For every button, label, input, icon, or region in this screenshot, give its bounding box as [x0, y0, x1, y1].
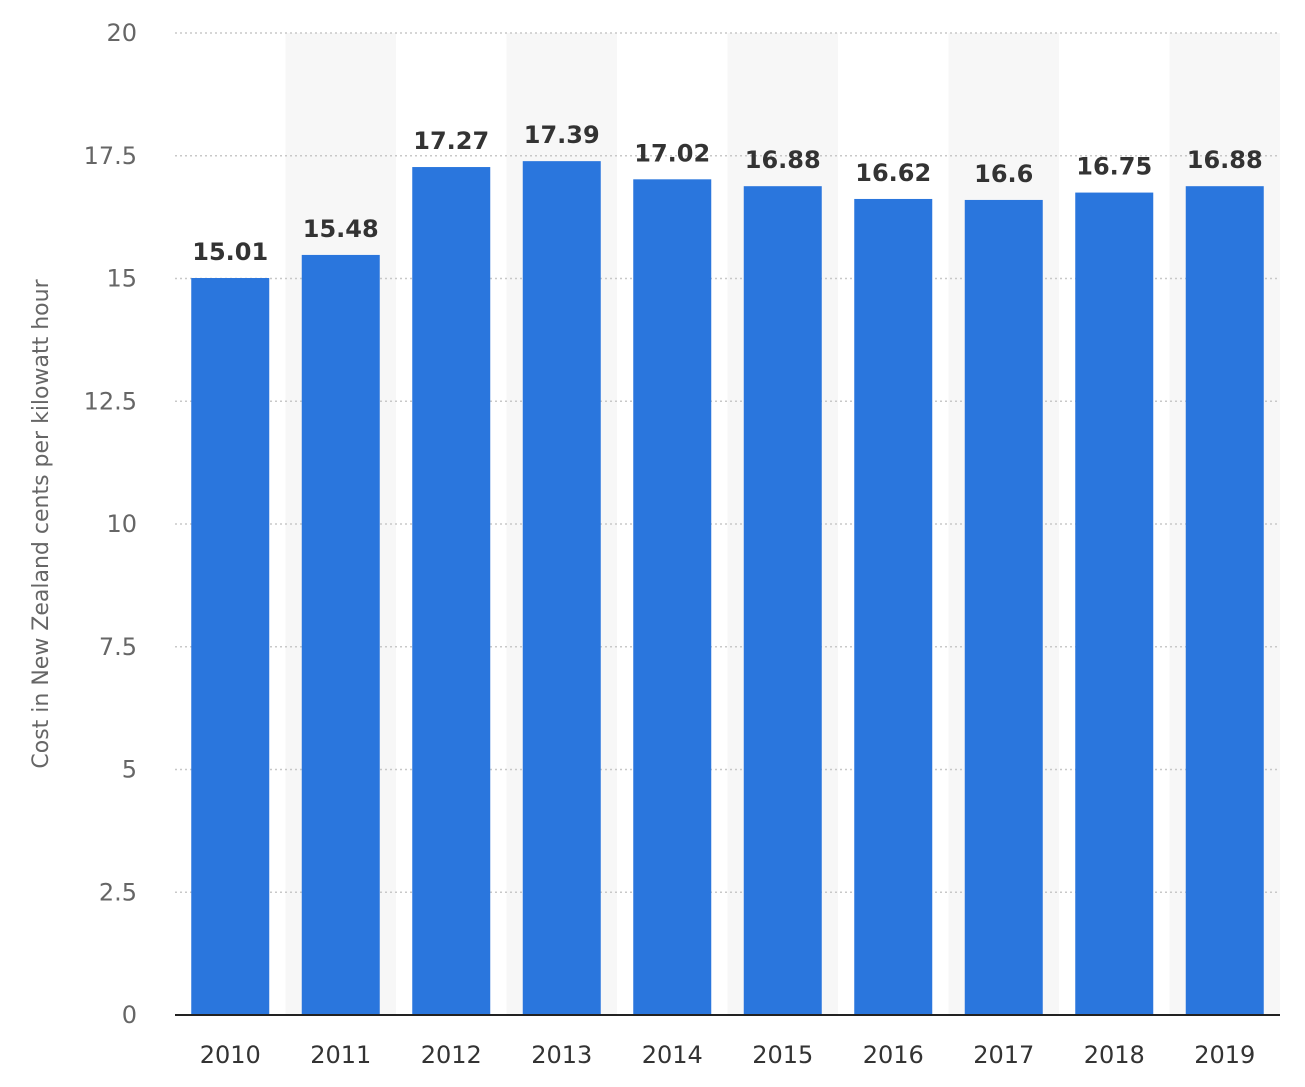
x-tick-label-2015: 2015	[752, 1041, 813, 1069]
data-label-2018: 16.75	[1076, 153, 1152, 181]
y-tick-label: 20	[106, 19, 137, 47]
x-tick-label-2019: 2019	[1194, 1041, 1255, 1069]
data-label-2019: 16.88	[1187, 146, 1263, 174]
x-tick-label-2011: 2011	[310, 1041, 371, 1069]
bar-2010[interactable]	[191, 278, 270, 1015]
data-label-2017: 16.6	[974, 160, 1033, 188]
y-axis-title: Cost in New Zealand cents per kilowatt h…	[29, 278, 54, 768]
bar-2016[interactable]	[854, 198, 933, 1015]
x-tick-label-2014: 2014	[642, 1041, 703, 1069]
x-axis-ticks: 2010 2011 2012 2013 2014 2015 2016 2017 2018 2019	[200, 1041, 1256, 1069]
y-tick-label: 15	[106, 265, 137, 293]
data-label-2011: 15.48	[303, 215, 379, 243]
bar-2019[interactable]	[1185, 186, 1264, 1015]
x-tick-label-2010: 2010	[200, 1041, 261, 1069]
x-tick-label-2018: 2018	[1084, 1041, 1145, 1069]
y-tick-label: 10	[106, 510, 137, 538]
y-tick-label: 7.5	[99, 633, 137, 661]
bar-2014[interactable]	[633, 179, 712, 1015]
y-tick-label: 17.5	[84, 142, 137, 170]
y-tick-label: 12.5	[84, 387, 137, 415]
x-tick-label-2017: 2017	[973, 1041, 1034, 1069]
bar-2018[interactable]	[1075, 192, 1154, 1015]
bar-2017[interactable]	[964, 199, 1043, 1015]
data-label-2010: 15.01	[192, 238, 268, 266]
y-tick-label: 2.5	[99, 878, 137, 906]
data-label-2014: 17.02	[634, 139, 710, 167]
x-tick-label-2012: 2012	[421, 1041, 482, 1069]
data-label-2016: 16.62	[855, 159, 931, 187]
data-labels: 15.01 15.48 17.27 17.39 17.02 16.88 16.62 16.6 1…	[192, 121, 1262, 266]
bars	[191, 161, 1264, 1016]
y-tick-label: 0	[122, 1001, 137, 1029]
bar-2015[interactable]	[743, 186, 822, 1015]
x-tick-label-2016: 2016	[863, 1041, 924, 1069]
data-label-2012: 17.27	[413, 127, 489, 155]
y-tick-label: 5	[122, 756, 137, 784]
data-label-2015: 16.88	[745, 146, 821, 174]
y-axis-ticks: 0 2.5 5 7.5 10 12.5 15 17.5 20	[84, 19, 137, 1029]
bar-2013[interactable]	[522, 161, 601, 1015]
bar-2011[interactable]	[301, 254, 380, 1015]
x-tick-label-2013: 2013	[531, 1041, 592, 1069]
data-label-2013: 17.39	[524, 121, 600, 149]
bar-2012[interactable]	[412, 167, 491, 1016]
